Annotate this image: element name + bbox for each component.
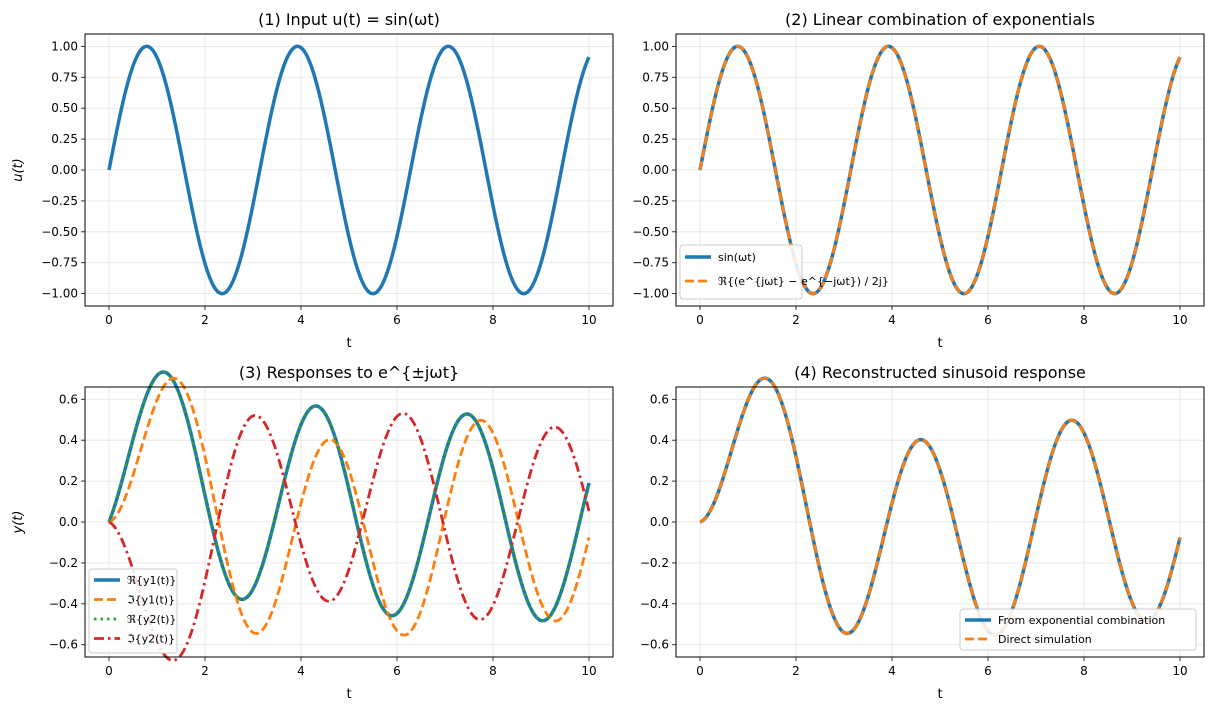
- legend: From exponential combination Direct simul…: [959, 608, 1197, 651]
- y-tick-label: −0.50: [41, 225, 78, 239]
- series-line-0: [699, 376, 1182, 637]
- x-tick-label: 0: [105, 664, 113, 678]
- y-tick-label: −0.75: [41, 256, 78, 270]
- chart-p2: 0 2 4 6 8 10 −1.00 −0.75 −0.50 −0.25 0.00 0.25 0.50 0…: [632, 10, 1205, 351]
- x-axis-label: t: [937, 687, 942, 702]
- x-tick-label: 6: [393, 664, 401, 678]
- series-line-0: [107, 44, 591, 296]
- x-tick-label: 6: [984, 313, 992, 327]
- x-tick-label: 2: [201, 664, 209, 678]
- legend-frame: [959, 608, 1197, 651]
- y-tick-label: 0.6: [650, 392, 669, 406]
- x-tick-label: 0: [696, 664, 704, 678]
- y-tick-label: 0.25: [51, 132, 78, 146]
- x-tick-label: 10: [1172, 664, 1187, 678]
- legend: ℜ{y1(t)} ℑ{y1(t)} ℜ{y2(t)} ℑ{y2(t)}: [88, 568, 178, 654]
- y-tick-label: 0.50: [51, 101, 78, 115]
- chart-p4: 0 2 4 6 8 10 −0.6 −0.4 −0.2 0.0 0.2 0.4 0.6 (4) Recon…: [640, 363, 1205, 702]
- x-tick-label: 8: [1080, 664, 1088, 678]
- y-tick-label: 0.75: [51, 70, 78, 84]
- y-tick-label: −0.4: [49, 597, 78, 611]
- series-line-1: [698, 44, 1182, 296]
- legend-frame: [88, 568, 178, 654]
- y-tick-label: 0.25: [642, 132, 669, 146]
- chart-title: (2) Linear combination of exponentials: [785, 10, 1095, 29]
- x-tick-label: 8: [489, 664, 497, 678]
- x-axis-label: t: [937, 336, 942, 351]
- x-tick-label: 2: [792, 313, 800, 327]
- y-tick-label: 0.75: [642, 70, 669, 84]
- legend-label: From exponential combination: [998, 614, 1165, 627]
- legend-label: ℑ{y2(t)}: [127, 633, 175, 646]
- legend-label: Direct simulation: [998, 633, 1092, 646]
- series-line-1: [699, 376, 1182, 637]
- y-tick-label: 1.00: [51, 39, 78, 53]
- y-tick-label: −0.25: [632, 194, 669, 208]
- y-tick-label: −0.6: [640, 638, 669, 652]
- y-tick-label: 0.00: [51, 163, 78, 177]
- x-tick-label: 4: [888, 664, 896, 678]
- x-tick-label: 6: [984, 664, 992, 678]
- x-tick-label: 4: [297, 313, 305, 327]
- x-tick-label: 2: [201, 313, 209, 327]
- y-tick-label: 0.4: [59, 433, 78, 447]
- chart-title: (3) Responses to e^{±jωt}: [239, 363, 459, 382]
- x-tick-label: 0: [105, 313, 113, 327]
- y-axis-label: y(t): [11, 511, 26, 535]
- x-tick-label: 10: [1172, 313, 1187, 327]
- y-tick-label: 0.4: [650, 433, 669, 447]
- x-tick-label: 10: [581, 313, 596, 327]
- y-tick-label: −0.6: [49, 638, 78, 652]
- plot-frame: [84, 386, 614, 658]
- y-tick-label: −0.2: [640, 556, 669, 570]
- plot-frame: [675, 386, 1205, 658]
- y-tick-label: 0.2: [650, 474, 669, 488]
- y-tick-label: −1.00: [41, 287, 78, 301]
- x-tick-label: 6: [393, 313, 401, 327]
- y-tick-label: 0.00: [642, 163, 669, 177]
- x-tick-label: 10: [581, 664, 596, 678]
- y-tick-label: −0.75: [632, 256, 669, 270]
- x-tick-label: 2: [792, 664, 800, 678]
- y-tick-label: 0.0: [59, 515, 78, 529]
- x-tick-label: 8: [1080, 313, 1088, 327]
- legend-label: sin(ωt): [718, 251, 756, 264]
- y-tick-label: 0.6: [59, 392, 78, 406]
- y-tick-label: 0.50: [642, 101, 669, 115]
- x-axis-label: t: [346, 687, 351, 702]
- legend-label: ℜ{y2(t)}: [127, 613, 176, 626]
- y-tick-label: −0.2: [49, 556, 78, 570]
- x-tick-label: 4: [297, 664, 305, 678]
- legend-label: ℜ{y1(t)}: [127, 574, 176, 587]
- y-tick-label: −0.4: [640, 597, 669, 611]
- x-tick-label: 8: [489, 313, 497, 327]
- chart-title: (4) Reconstructed sinusoid response: [794, 363, 1086, 382]
- y-tick-label: 0.0: [650, 515, 669, 529]
- legend-label: ℑ{y1(t)}: [127, 594, 175, 607]
- chart-title: (1) Input u(t) = sin(ωt): [258, 10, 440, 29]
- y-tick-label: −1.00: [632, 287, 669, 301]
- y-axis-label: u(t): [11, 158, 26, 181]
- legend: sin(ωt) ℜ{(e^{jωt} − e^{−jωt}) / 2j}: [679, 244, 889, 300]
- series-line-0: [107, 370, 591, 623]
- chart-p1: 0 2 4 6 8 10 −1.00 −0.75 −0.50 −0.25 0.00 0.25 0.50 0…: [11, 10, 614, 351]
- x-tick-label: 4: [888, 313, 896, 327]
- y-tick-label: 1.00: [642, 39, 669, 53]
- x-axis-label: t: [346, 336, 351, 351]
- x-tick-label: 0: [696, 313, 704, 327]
- y-tick-label: −0.50: [632, 225, 669, 239]
- y-tick-label: −0.25: [41, 194, 78, 208]
- plot-frame: [84, 33, 614, 307]
- legend-label: ℜ{(e^{jωt} − e^{−jωt}) / 2j}: [718, 275, 889, 288]
- series-line-3: [108, 411, 591, 662]
- series-line-1: [108, 376, 591, 637]
- chart-p3: 0 2 4 6 8 10 −0.6 −0.4 −0.2 0.0 0.2 0.4 0.6 (3) Respo…: [11, 363, 614, 702]
- y-tick-label: 0.2: [59, 474, 78, 488]
- plot-frame: [675, 33, 1205, 307]
